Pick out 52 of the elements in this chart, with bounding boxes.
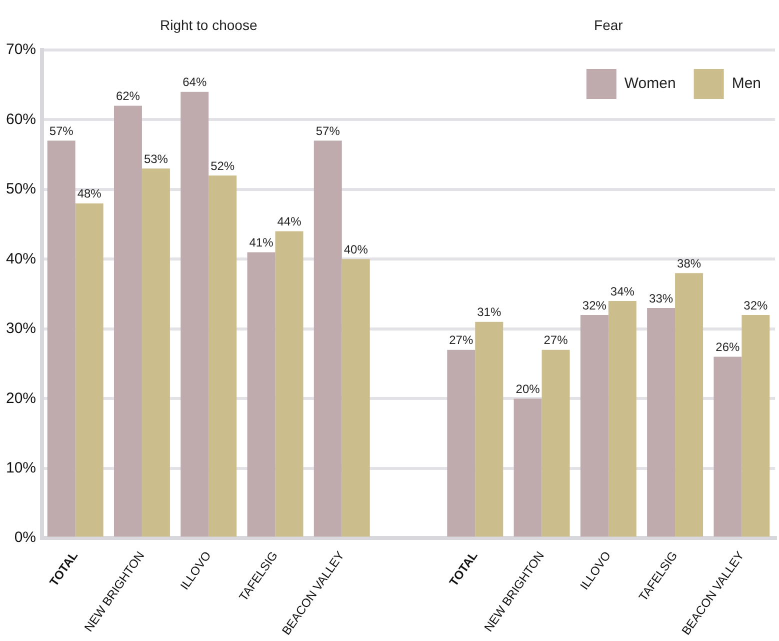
data-label: 48% (77, 186, 102, 201)
data-label: 31% (477, 305, 502, 320)
data-label: 32% (582, 298, 607, 312)
data-label: 27% (544, 333, 568, 348)
bar (342, 259, 370, 537)
y-tick-label: 10% (6, 459, 36, 476)
data-label: 34% (610, 284, 635, 298)
bar (675, 273, 704, 537)
data-label: 40% (344, 242, 368, 256)
bar (647, 308, 676, 537)
bar (580, 314, 608, 537)
bar (542, 350, 570, 537)
data-label: 38% (677, 256, 702, 270)
data-label: 64% (182, 75, 207, 90)
y-tick-label: 20% (6, 390, 36, 407)
bar (114, 106, 142, 537)
data-label: 44% (277, 214, 302, 229)
data-label: 33% (649, 291, 674, 306)
bar (514, 398, 542, 537)
legend-label: Men (732, 75, 762, 92)
y-tick-label: 50% (6, 180, 36, 198)
data-label: 41% (249, 236, 274, 250)
y-tick-label: 0% (14, 529, 36, 546)
bar (314, 140, 342, 537)
bar (180, 92, 209, 537)
data-label: 26% (716, 340, 740, 354)
bar (142, 168, 170, 537)
bar (75, 203, 104, 537)
data-label: 32% (744, 298, 768, 312)
text: Fear (594, 16, 624, 33)
data-label: 57% (49, 124, 74, 138)
bar (475, 322, 504, 537)
bar (714, 356, 742, 537)
y-tick-label: 70% (6, 41, 36, 58)
data-label: 62% (116, 89, 140, 104)
data-label: 20% (516, 382, 540, 396)
bar (47, 140, 76, 537)
bar (447, 350, 476, 537)
y-tick-label: 40% (6, 250, 36, 268)
legend-label: Women (624, 75, 676, 92)
bar (208, 176, 237, 537)
y-tick-label: 30% (6, 320, 36, 338)
text: Right to choose (160, 16, 258, 33)
data-label: 53% (144, 152, 168, 166)
bar (247, 252, 276, 537)
bar (608, 301, 636, 537)
bar (275, 231, 304, 537)
bar (742, 314, 770, 537)
data-label: 27% (449, 333, 474, 348)
data-label: 57% (316, 124, 340, 138)
data-label: 52% (210, 158, 235, 173)
y-tick-label: 60% (6, 110, 36, 128)
